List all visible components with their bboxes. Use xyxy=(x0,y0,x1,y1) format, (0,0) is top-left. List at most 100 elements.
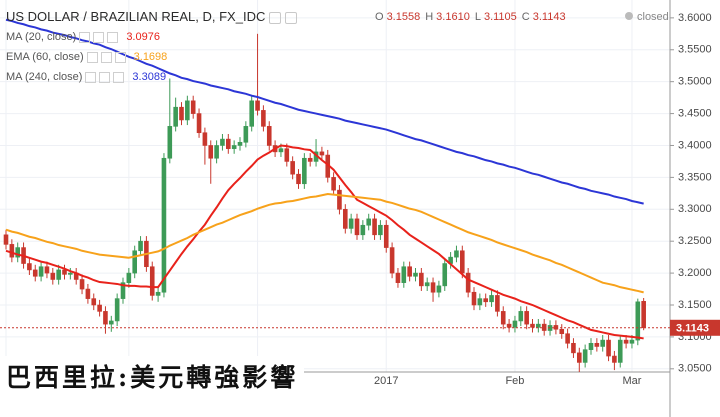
y-tick-label: 3.4500 xyxy=(678,107,712,119)
ohlc-key: O xyxy=(375,11,384,23)
ohlc-key: L xyxy=(474,11,481,23)
candle-body xyxy=(366,218,372,226)
candle-body xyxy=(138,240,143,252)
candle-body xyxy=(208,145,214,159)
candle-body xyxy=(430,282,436,293)
last-price-label: 3.1143 xyxy=(676,323,709,335)
candle-body xyxy=(173,106,178,127)
candle-body xyxy=(32,269,38,277)
candle-body xyxy=(424,282,430,287)
last-price-box xyxy=(670,319,720,336)
candle-body xyxy=(407,266,412,277)
legend-value: 3.1698 xyxy=(133,51,168,63)
candle-body xyxy=(149,266,155,296)
candle-body xyxy=(436,285,442,293)
candle-body xyxy=(571,342,576,354)
icon[interactable] xyxy=(107,31,119,43)
icon[interactable] xyxy=(114,51,126,63)
candle-body xyxy=(185,100,190,121)
candle-body xyxy=(465,272,471,293)
symbol-header: US DOLLAR / BRAZILIAN REAL, D, FX_IDC xyxy=(6,9,298,24)
candle-body xyxy=(220,138,225,146)
icon[interactable] xyxy=(93,31,105,43)
icon[interactable] xyxy=(86,51,98,63)
candle-body xyxy=(296,173,301,185)
candle-body xyxy=(237,141,243,146)
candle-body xyxy=(372,218,377,236)
ohlc-key: H xyxy=(425,11,434,23)
candle-body xyxy=(395,272,401,283)
candle-body xyxy=(15,247,20,258)
candle-body xyxy=(290,161,295,175)
icon[interactable] xyxy=(100,51,112,63)
y-tick-label: 3.2000 xyxy=(678,267,712,279)
candle-body xyxy=(226,138,231,149)
y-tick-label: 3.4000 xyxy=(678,139,712,151)
candle-body xyxy=(214,145,219,159)
candle-body xyxy=(641,301,646,329)
candle-body xyxy=(536,323,541,328)
candle-body xyxy=(3,234,9,245)
candle-body xyxy=(91,298,97,306)
icon[interactable] xyxy=(269,11,282,24)
x-tick-label: 2017 xyxy=(374,375,398,387)
candle-body xyxy=(454,250,459,258)
chart-title: US DOLLAR / BRAZILIAN REAL, D, FX_IDC xyxy=(6,9,266,24)
legend-entry: EMA (60, close) 3.1698 xyxy=(6,51,167,71)
candle-body xyxy=(307,157,313,162)
candle-body xyxy=(337,189,342,210)
icon[interactable] xyxy=(113,71,125,83)
candle-body xyxy=(617,339,623,363)
ohlc-value: 3.1105 xyxy=(483,11,517,23)
ohlc-value: 3.1558 xyxy=(386,11,421,23)
candle-body xyxy=(360,224,366,236)
candle-body xyxy=(413,272,418,277)
candle-body xyxy=(500,311,506,325)
y-tick-label: 3.1500 xyxy=(678,299,712,311)
icon[interactable] xyxy=(99,71,111,83)
indicator-legend: MA (20, close) 3.0976 EMA (60, close) 3.169… xyxy=(6,31,167,91)
candle-body xyxy=(524,311,529,325)
icon[interactable] xyxy=(285,11,298,24)
y-tick-label: 3.6000 xyxy=(678,12,712,24)
icon[interactable] xyxy=(79,31,91,43)
candle-body xyxy=(27,263,32,271)
candle-body xyxy=(179,106,184,121)
candle-body xyxy=(266,126,272,146)
candle-body xyxy=(9,244,15,258)
candle-body xyxy=(623,339,629,344)
candle-body xyxy=(132,250,137,274)
legend-value: 3.0976 xyxy=(126,31,160,43)
legend-label: MA (240, close) xyxy=(6,71,83,83)
y-tick-label: 3.5500 xyxy=(678,44,712,56)
caption: 巴西里拉:美元轉強影響 xyxy=(0,356,305,396)
legend-value: 3.3089 xyxy=(132,71,167,83)
candle-body xyxy=(559,328,565,335)
candle-body xyxy=(38,266,44,277)
candle-body xyxy=(167,126,173,159)
icon[interactable] xyxy=(85,71,97,83)
candle-body xyxy=(44,266,50,274)
candle-body xyxy=(594,342,600,347)
legend-entry: MA (20, close) 3.0976 xyxy=(6,31,167,51)
legend-label: MA (20, close) xyxy=(6,31,77,43)
y-tick-label: 3.0500 xyxy=(678,363,712,375)
candle-body xyxy=(383,224,389,248)
candle-body xyxy=(302,157,307,185)
candle-body xyxy=(190,100,196,114)
candle-body xyxy=(202,132,208,146)
indicator-line xyxy=(5,192,644,294)
candle-body xyxy=(600,339,606,347)
candle-body xyxy=(255,100,260,111)
candle-body xyxy=(354,218,360,236)
y-tick-label: 3.3500 xyxy=(678,171,712,183)
candle-body xyxy=(50,272,56,280)
candle-body xyxy=(342,208,348,229)
candle-body xyxy=(155,291,161,296)
x-tick-label: Mar xyxy=(622,375,641,387)
candle-body xyxy=(68,272,73,275)
candle-body xyxy=(231,145,237,149)
y-tick-label: 3.5000 xyxy=(678,76,712,88)
candle-body xyxy=(97,304,102,312)
